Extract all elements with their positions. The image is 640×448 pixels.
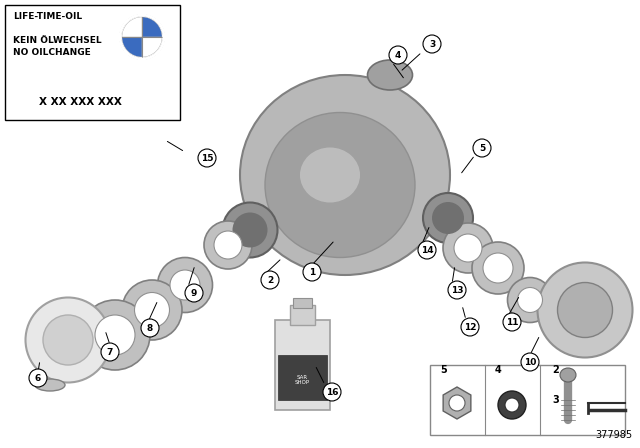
Ellipse shape bbox=[538, 263, 632, 358]
Ellipse shape bbox=[204, 221, 252, 269]
Circle shape bbox=[185, 284, 203, 302]
Text: 4: 4 bbox=[395, 51, 401, 60]
Text: 4: 4 bbox=[495, 365, 502, 375]
Ellipse shape bbox=[265, 112, 415, 258]
Text: 9: 9 bbox=[191, 289, 197, 297]
Text: 377985: 377985 bbox=[595, 430, 632, 440]
Ellipse shape bbox=[170, 270, 200, 300]
Ellipse shape bbox=[232, 212, 268, 247]
Ellipse shape bbox=[26, 297, 111, 383]
Circle shape bbox=[498, 391, 526, 419]
Text: 15: 15 bbox=[201, 154, 213, 163]
Ellipse shape bbox=[240, 75, 450, 275]
Bar bbox=[5, 5, 180, 120]
Ellipse shape bbox=[367, 60, 413, 90]
Ellipse shape bbox=[43, 315, 93, 365]
Circle shape bbox=[473, 139, 491, 157]
Text: KEIN ÖLWECHSEL: KEIN ÖLWECHSEL bbox=[13, 36, 102, 45]
Wedge shape bbox=[122, 37, 142, 57]
Text: 14: 14 bbox=[420, 246, 433, 254]
Ellipse shape bbox=[557, 283, 612, 337]
Ellipse shape bbox=[157, 258, 212, 313]
Circle shape bbox=[418, 241, 436, 259]
Text: 5: 5 bbox=[440, 365, 447, 375]
Text: 10: 10 bbox=[524, 358, 536, 366]
Text: LIFE-TIME-OIL: LIFE-TIME-OIL bbox=[13, 12, 82, 21]
Circle shape bbox=[303, 263, 321, 281]
Ellipse shape bbox=[214, 231, 242, 259]
Text: 3: 3 bbox=[429, 39, 435, 48]
Bar bbox=[290, 305, 315, 325]
Bar bbox=[430, 365, 625, 435]
Bar bbox=[293, 298, 312, 308]
Ellipse shape bbox=[443, 223, 493, 273]
Ellipse shape bbox=[35, 379, 65, 391]
Circle shape bbox=[448, 281, 466, 299]
Ellipse shape bbox=[518, 288, 543, 313]
Text: 2: 2 bbox=[552, 365, 559, 375]
Ellipse shape bbox=[432, 202, 464, 234]
Text: 5: 5 bbox=[479, 143, 485, 152]
Text: 7: 7 bbox=[107, 348, 113, 357]
Text: 1: 1 bbox=[309, 267, 315, 276]
Bar bbox=[555, 290, 595, 335]
Ellipse shape bbox=[95, 315, 135, 355]
Bar bbox=[278, 355, 327, 400]
Ellipse shape bbox=[223, 202, 278, 258]
Text: 6: 6 bbox=[35, 374, 41, 383]
Text: 12: 12 bbox=[464, 323, 476, 332]
Circle shape bbox=[505, 398, 519, 412]
Bar bbox=[275, 320, 330, 410]
Ellipse shape bbox=[508, 277, 552, 323]
Wedge shape bbox=[142, 37, 162, 57]
Circle shape bbox=[461, 318, 479, 336]
Wedge shape bbox=[142, 17, 162, 37]
Text: 11: 11 bbox=[506, 318, 518, 327]
Text: 16: 16 bbox=[326, 388, 339, 396]
Text: X XX XXX XXX: X XX XXX XXX bbox=[38, 97, 122, 107]
Ellipse shape bbox=[560, 368, 576, 382]
Circle shape bbox=[503, 313, 521, 331]
Circle shape bbox=[521, 353, 539, 371]
Ellipse shape bbox=[472, 242, 524, 294]
Circle shape bbox=[141, 319, 159, 337]
Ellipse shape bbox=[483, 253, 513, 283]
Ellipse shape bbox=[423, 193, 473, 243]
Text: 8: 8 bbox=[147, 323, 153, 332]
Circle shape bbox=[29, 369, 47, 387]
Circle shape bbox=[198, 149, 216, 167]
Text: SAR
SHOP: SAR SHOP bbox=[294, 375, 310, 385]
Ellipse shape bbox=[454, 234, 482, 262]
Ellipse shape bbox=[80, 300, 150, 370]
Circle shape bbox=[389, 46, 407, 64]
Circle shape bbox=[323, 383, 341, 401]
Circle shape bbox=[101, 343, 119, 361]
Circle shape bbox=[449, 395, 465, 411]
Ellipse shape bbox=[122, 280, 182, 340]
Circle shape bbox=[261, 271, 279, 289]
Text: NO OILCHANGE: NO OILCHANGE bbox=[13, 48, 91, 57]
Text: 13: 13 bbox=[451, 285, 463, 294]
Text: 2: 2 bbox=[267, 276, 273, 284]
Text: 3: 3 bbox=[552, 395, 559, 405]
Wedge shape bbox=[122, 17, 142, 37]
Circle shape bbox=[120, 15, 164, 59]
Ellipse shape bbox=[134, 293, 170, 327]
Ellipse shape bbox=[300, 147, 360, 202]
Circle shape bbox=[423, 35, 441, 53]
